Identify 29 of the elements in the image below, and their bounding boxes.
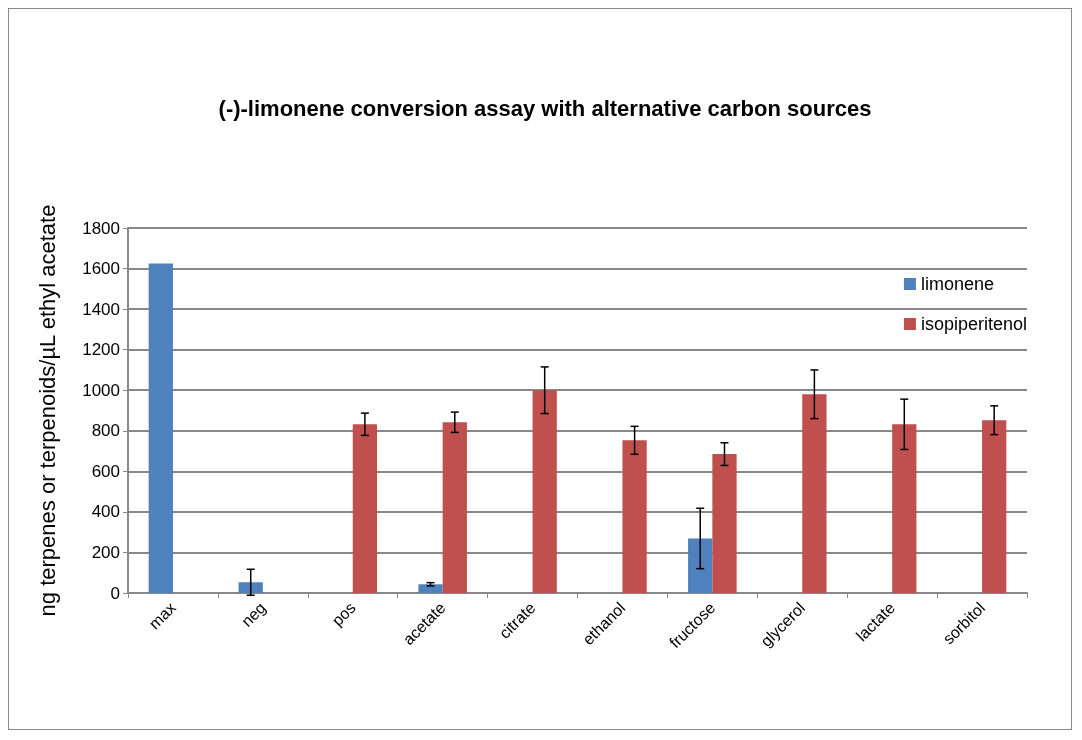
bar [802,394,827,593]
bar [532,390,557,593]
y-tick-label: 800 [91,421,120,441]
y-axis-title: ng terpenes or terpenoids/µL ethyl acetate [34,204,60,617]
bar [418,584,443,593]
bar [892,424,917,593]
bar [442,422,467,593]
y-tick-label: 1600 [82,259,120,279]
bar [712,454,737,593]
y-tick-label: 1000 [82,380,120,400]
bar [238,582,263,593]
chart-title: (-)-limonene conversion assay with alternative carbon sources [218,95,872,121]
x-tick-label: neg [237,598,269,630]
legend-label: limonene [920,274,994,294]
bar [982,420,1007,593]
y-tick-label: 200 [91,542,120,562]
bar [622,440,647,593]
y-tick-label: 1400 [82,299,120,319]
bar [148,263,173,593]
bar [688,538,713,593]
y-tick-label: 400 [91,502,120,522]
y-tick-label: 1800 [82,218,120,238]
y-tick-label: 600 [91,461,120,481]
bar [352,424,378,593]
legend-label: isopiperitenol [920,314,1028,334]
y-tick-label: 0 [110,583,120,603]
x-tick-label: pos [328,598,359,630]
x-tick-label: max [145,598,179,633]
y-tick-label: 1200 [82,340,120,360]
